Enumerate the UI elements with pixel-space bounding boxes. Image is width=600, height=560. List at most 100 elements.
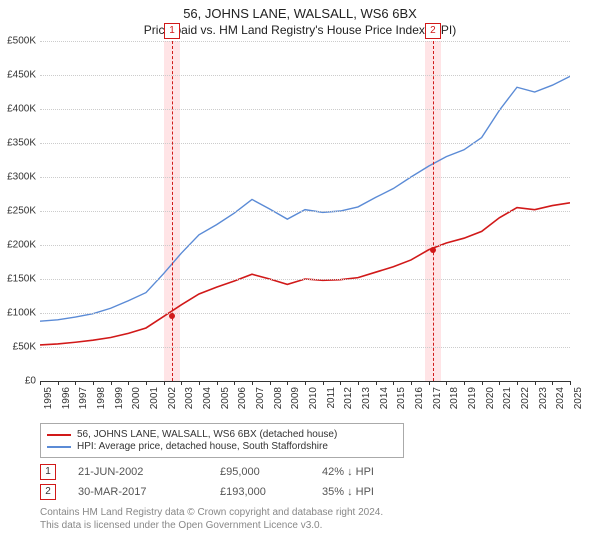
- x-tick-mark: [446, 381, 447, 385]
- x-tick-mark: [358, 381, 359, 385]
- x-tick-label: 1995: [43, 387, 54, 409]
- sale-marker-line: [172, 41, 174, 381]
- x-tick-mark: [75, 381, 76, 385]
- x-tick-label: 2000: [131, 387, 142, 409]
- gridline: [40, 41, 570, 43]
- x-tick-label: 1999: [114, 387, 125, 409]
- x-tick-mark: [270, 381, 271, 385]
- gridline: [40, 313, 570, 315]
- x-tick-label: 2020: [485, 387, 496, 409]
- gridline: [40, 279, 570, 281]
- x-tick-label: 2023: [538, 387, 549, 409]
- y-tick-label: £450K: [0, 70, 36, 81]
- event-pct-vs-hpi: 42% ↓ HPI: [322, 466, 422, 478]
- x-tick-mark: [128, 381, 129, 385]
- x-tick-label: 2015: [396, 387, 407, 409]
- x-tick-mark: [323, 381, 324, 385]
- x-tick-mark: [464, 381, 465, 385]
- footnote-line: This data is licensed under the Open Gov…: [40, 519, 600, 532]
- series-hpi: [40, 76, 570, 321]
- y-tick-label: £100K: [0, 308, 36, 319]
- legend-swatch: [47, 446, 71, 448]
- x-tick-label: 1997: [78, 387, 89, 409]
- legend-item: 56, JOHNS LANE, WALSALL, WS6 6BX (detach…: [47, 429, 397, 440]
- x-tick-label: 2014: [379, 387, 390, 409]
- x-tick-mark: [93, 381, 94, 385]
- footnote-line: Contains HM Land Registry data © Crown c…: [40, 506, 600, 519]
- y-tick-label: £500K: [0, 36, 36, 47]
- gridline: [40, 143, 570, 145]
- x-tick-mark: [570, 381, 571, 385]
- x-tick-label: 2001: [149, 387, 160, 409]
- y-tick-label: £350K: [0, 138, 36, 149]
- plot-area: 12: [40, 41, 570, 382]
- sale-marker-line: [433, 41, 435, 381]
- page-subtitle: Price paid vs. HM Land Registry's House …: [0, 21, 600, 41]
- chart-wrap: £0£50K£100K£150K£200K£250K£300K£350K£400…: [40, 41, 600, 417]
- x-tick-mark: [376, 381, 377, 385]
- gridline: [40, 211, 570, 213]
- x-tick-label: 2025: [573, 387, 584, 409]
- event-price: £95,000: [220, 466, 300, 478]
- gridline: [40, 109, 570, 111]
- x-tick-label: 1996: [61, 387, 72, 409]
- event-table: 121-JUN-2002£95,00042% ↓ HPI230-MAR-2017…: [40, 464, 600, 500]
- x-tick-mark: [111, 381, 112, 385]
- x-tick-mark: [482, 381, 483, 385]
- event-number: 1: [40, 464, 56, 480]
- gridline: [40, 347, 570, 349]
- x-tick-label: 2006: [237, 387, 248, 409]
- x-tick-label: 2018: [449, 387, 460, 409]
- x-tick-mark: [499, 381, 500, 385]
- y-tick-label: £50K: [0, 342, 36, 353]
- x-tick-mark: [393, 381, 394, 385]
- x-tick-label: 2007: [255, 387, 266, 409]
- gridline: [40, 75, 570, 77]
- event-number: 2: [40, 484, 56, 500]
- sale-marker-number: 1: [164, 23, 180, 39]
- x-tick-label: 2022: [520, 387, 531, 409]
- x-tick-label: 2002: [167, 387, 178, 409]
- x-tick-mark: [58, 381, 59, 385]
- x-tick-mark: [40, 381, 41, 385]
- x-axis: 1995199619971998199920002001200220032004…: [40, 381, 570, 417]
- event-price: £193,000: [220, 486, 300, 498]
- y-tick-label: £300K: [0, 172, 36, 183]
- x-tick-mark: [146, 381, 147, 385]
- x-tick-label: 2021: [502, 387, 513, 409]
- legend: 56, JOHNS LANE, WALSALL, WS6 6BX (detach…: [40, 423, 404, 458]
- x-tick-label: 2005: [220, 387, 231, 409]
- x-tick-mark: [181, 381, 182, 385]
- event-row: 230-MAR-2017£193,00035% ↓ HPI: [40, 484, 600, 500]
- legend-label: 56, JOHNS LANE, WALSALL, WS6 6BX (detach…: [77, 429, 337, 440]
- x-tick-mark: [217, 381, 218, 385]
- x-tick-label: 2013: [361, 387, 372, 409]
- x-tick-mark: [517, 381, 518, 385]
- sale-dot: [430, 247, 436, 253]
- page-title: 56, JOHNS LANE, WALSALL, WS6 6BX: [0, 0, 600, 21]
- sale-marker-number: 2: [425, 23, 441, 39]
- y-tick-label: £150K: [0, 274, 36, 285]
- y-tick-label: £400K: [0, 104, 36, 115]
- x-tick-mark: [234, 381, 235, 385]
- x-tick-mark: [305, 381, 306, 385]
- x-tick-label: 1998: [96, 387, 107, 409]
- legend-label: HPI: Average price, detached house, Sout…: [77, 441, 328, 452]
- x-tick-mark: [411, 381, 412, 385]
- x-tick-mark: [340, 381, 341, 385]
- gridline: [40, 245, 570, 247]
- x-tick-mark: [164, 381, 165, 385]
- gridline: [40, 177, 570, 179]
- x-tick-label: 2009: [290, 387, 301, 409]
- x-tick-mark: [429, 381, 430, 385]
- x-tick-label: 2024: [555, 387, 566, 409]
- y-tick-label: £200K: [0, 240, 36, 251]
- event-row: 121-JUN-2002£95,00042% ↓ HPI: [40, 464, 600, 480]
- x-tick-mark: [199, 381, 200, 385]
- x-tick-mark: [552, 381, 553, 385]
- x-tick-mark: [287, 381, 288, 385]
- series-property: [40, 203, 570, 345]
- x-tick-mark: [252, 381, 253, 385]
- x-tick-label: 2010: [308, 387, 319, 409]
- x-tick-label: 2012: [343, 387, 354, 409]
